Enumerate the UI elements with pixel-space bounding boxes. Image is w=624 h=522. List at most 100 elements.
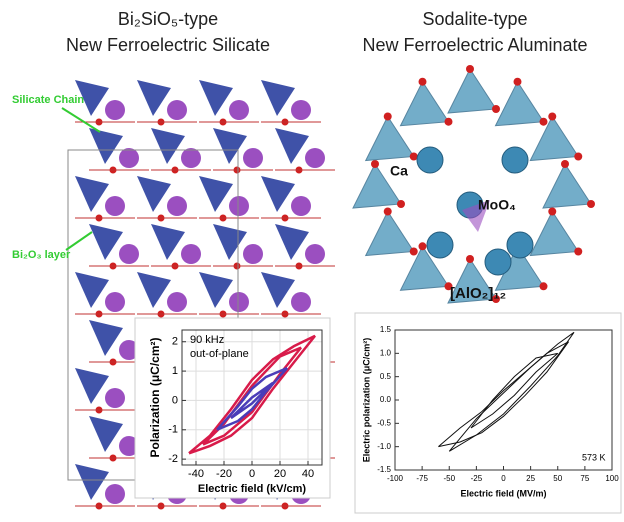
bi-atom bbox=[167, 292, 187, 312]
x-tick-label: 25 bbox=[526, 474, 535, 483]
bi-atom bbox=[291, 196, 311, 216]
ca-atom bbox=[507, 232, 533, 258]
x-tick-label: -50 bbox=[443, 474, 455, 483]
annotation: 90 kHz bbox=[190, 334, 224, 346]
y-tick-label: 0.5 bbox=[380, 372, 392, 381]
o-atom bbox=[384, 208, 392, 216]
tetrahedron bbox=[75, 176, 109, 212]
x-tick-label: 0 bbox=[249, 468, 255, 480]
tetrahedron bbox=[89, 224, 123, 260]
tetrahedron bbox=[75, 464, 109, 500]
x-tick-label: -20 bbox=[216, 468, 232, 480]
alo4-tetrahedron bbox=[366, 212, 414, 256]
ca-atom bbox=[485, 249, 511, 275]
y-tick-label: -1.5 bbox=[377, 465, 391, 474]
tetrahedron bbox=[261, 80, 295, 116]
alo4-tetrahedron bbox=[530, 212, 578, 256]
bi-atom bbox=[181, 244, 201, 264]
o-atom bbox=[561, 160, 569, 168]
y-tick-label: 1.0 bbox=[380, 348, 392, 357]
arrow bbox=[62, 108, 100, 132]
bi-atom bbox=[105, 196, 125, 216]
alo4-tetrahedron bbox=[448, 69, 496, 113]
bi-atom bbox=[305, 244, 325, 264]
y-tick-label: 1.5 bbox=[380, 325, 392, 334]
alo4-tetrahedron bbox=[401, 82, 449, 126]
structure-label: Silicate Chain bbox=[12, 94, 84, 106]
ca-atom bbox=[502, 147, 528, 173]
y-axis-label: Electric polarization (μC/cm²) bbox=[361, 338, 371, 463]
y-axis-label: Polarization (μC/cm²) bbox=[148, 337, 162, 457]
bi-atom bbox=[305, 148, 325, 168]
x-axis-label: Electric field (kV/cm) bbox=[198, 483, 307, 495]
tetrahedron bbox=[275, 128, 309, 164]
alo4-tetrahedron bbox=[496, 82, 544, 126]
tetrahedron bbox=[89, 320, 123, 356]
bi-atom bbox=[291, 292, 311, 312]
figure: Bi₂SiO₅-type New Ferroelectric Silicate … bbox=[0, 0, 624, 522]
o-atom bbox=[574, 248, 582, 256]
annotation: out-of-plane bbox=[190, 348, 249, 360]
tetrahedron bbox=[89, 128, 123, 164]
panel-title: Bi₂SiO₅-type bbox=[118, 9, 218, 29]
tetrahedron bbox=[75, 272, 109, 308]
x-tick-label: 50 bbox=[553, 474, 562, 483]
ca-atom bbox=[427, 232, 453, 258]
x-tick-label: -75 bbox=[416, 474, 428, 483]
o-atom bbox=[514, 78, 522, 86]
o-atom bbox=[587, 200, 595, 208]
o-atom bbox=[548, 113, 556, 121]
bi-atom bbox=[229, 100, 249, 120]
bi-atom bbox=[229, 292, 249, 312]
o-atom bbox=[410, 248, 418, 256]
tetrahedron bbox=[137, 272, 171, 308]
y-tick-label: 0.0 bbox=[380, 395, 392, 404]
structure-label: [AlO₂]₁₂ bbox=[450, 285, 506, 302]
y-tick-label: -1.0 bbox=[377, 442, 391, 451]
o-atom bbox=[445, 118, 453, 126]
o-atom bbox=[419, 242, 427, 250]
tetrahedron bbox=[151, 224, 185, 260]
y-tick-label: -2 bbox=[168, 453, 178, 465]
o-atom bbox=[548, 208, 556, 216]
o-atom bbox=[397, 200, 405, 208]
o-atom bbox=[419, 78, 427, 86]
structure-label: Ca bbox=[390, 163, 408, 179]
bi-atom bbox=[291, 100, 311, 120]
x-tick-label: 20 bbox=[274, 468, 286, 480]
tetrahedron bbox=[75, 368, 109, 404]
o-atom bbox=[466, 65, 474, 73]
alo4-tetrahedron bbox=[543, 164, 591, 208]
x-tick-label: 75 bbox=[580, 474, 589, 483]
structure-label: Bi₂O₃ layer bbox=[12, 249, 71, 261]
x-tick-label: -25 bbox=[471, 474, 483, 483]
bi-atom bbox=[167, 100, 187, 120]
tetrahedron bbox=[199, 176, 233, 212]
bi-atom bbox=[229, 196, 249, 216]
bi-atom bbox=[167, 196, 187, 216]
o-atom bbox=[540, 118, 548, 126]
x-tick-label: 100 bbox=[605, 474, 619, 483]
o-atom bbox=[466, 255, 474, 263]
o-atom bbox=[371, 160, 379, 168]
tetrahedron bbox=[261, 176, 295, 212]
panel-title: New Ferroelectric Aluminate bbox=[362, 35, 587, 55]
o-atom bbox=[540, 282, 548, 290]
alo4-tetrahedron bbox=[530, 117, 578, 161]
tetrahedron bbox=[213, 224, 247, 260]
y-tick-label: -0.5 bbox=[377, 418, 391, 427]
bi-atom bbox=[243, 244, 263, 264]
tetrahedron bbox=[199, 80, 233, 116]
y-tick-label: -1 bbox=[168, 424, 178, 436]
x-tick-label: -100 bbox=[387, 474, 404, 483]
annotation: 573 K bbox=[582, 452, 606, 462]
bi-atom bbox=[243, 148, 263, 168]
panel-title: New Ferroelectric Silicate bbox=[66, 35, 270, 55]
bi-atom bbox=[119, 244, 139, 264]
tetrahedron bbox=[213, 128, 247, 164]
y-tick-label: 1 bbox=[172, 365, 178, 377]
tetrahedron bbox=[137, 80, 171, 116]
x-tick-label: 40 bbox=[302, 468, 314, 480]
bi-atom bbox=[119, 148, 139, 168]
